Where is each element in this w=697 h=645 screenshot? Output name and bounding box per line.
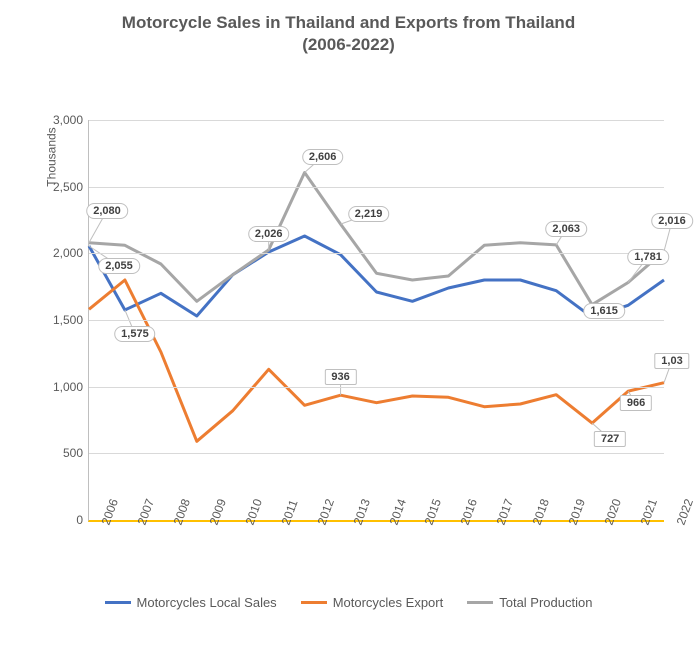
gridline [89, 453, 664, 454]
legend: Motorcycles Local Sales Motorcycles Expor… [0, 595, 697, 610]
gridline [89, 320, 664, 321]
y-axis-title: Thousands [45, 127, 59, 186]
data-label: 2,016 [651, 213, 693, 229]
gridline [89, 187, 664, 188]
data-label: 936 [324, 369, 356, 385]
data-label: 1,781 [627, 249, 669, 265]
gridline [89, 253, 664, 254]
y-tick-label: 500 [63, 446, 89, 460]
legend-item: Motorcycles Export [301, 595, 444, 610]
series-line [89, 173, 664, 305]
y-tick-label: 2,000 [53, 246, 89, 260]
y-tick-label: 0 [76, 513, 89, 527]
data-label: 2,080 [86, 203, 128, 219]
legend-swatch [105, 601, 131, 604]
data-label: 2,055 [98, 258, 140, 274]
data-label: 1,615 [583, 303, 625, 319]
data-label: 727 [594, 431, 626, 447]
chart-container: Motorcycle Sales in Thailand and Exports… [0, 0, 697, 645]
data-label: 2,606 [302, 149, 344, 165]
legend-label: Motorcycles Export [333, 595, 444, 610]
legend-item: Motorcycles Local Sales [105, 595, 277, 610]
legend-item: Total Production [467, 595, 592, 610]
x-tick-label: 2022 [668, 495, 696, 527]
data-label: 1,03 [654, 353, 689, 369]
y-tick-label: 1,000 [53, 380, 89, 394]
chart-title: Motorcycle Sales in Thailand and Exports… [0, 0, 697, 56]
legend-swatch [301, 601, 327, 604]
legend-label: Total Production [499, 595, 592, 610]
gridline [89, 120, 664, 121]
data-label: 1,575 [114, 326, 156, 342]
chart-title-line2: (2006-2022) [0, 34, 697, 56]
data-label: 2,063 [545, 221, 587, 237]
series-line [89, 236, 664, 317]
data-label: 2,219 [348, 206, 390, 222]
chart-title-line1: Motorcycle Sales in Thailand and Exports… [0, 12, 697, 34]
data-label: 2,026 [248, 226, 290, 242]
data-label: 966 [620, 395, 652, 411]
gridline [89, 387, 664, 388]
legend-swatch [467, 601, 493, 604]
y-tick-label: 2,500 [53, 180, 89, 194]
plot-area: 05001,0001,5002,0002,5003,00020062007200… [88, 120, 664, 522]
series-line [89, 280, 664, 441]
y-tick-label: 3,000 [53, 113, 89, 127]
y-tick-label: 1,500 [53, 313, 89, 327]
legend-label: Motorcycles Local Sales [137, 595, 277, 610]
